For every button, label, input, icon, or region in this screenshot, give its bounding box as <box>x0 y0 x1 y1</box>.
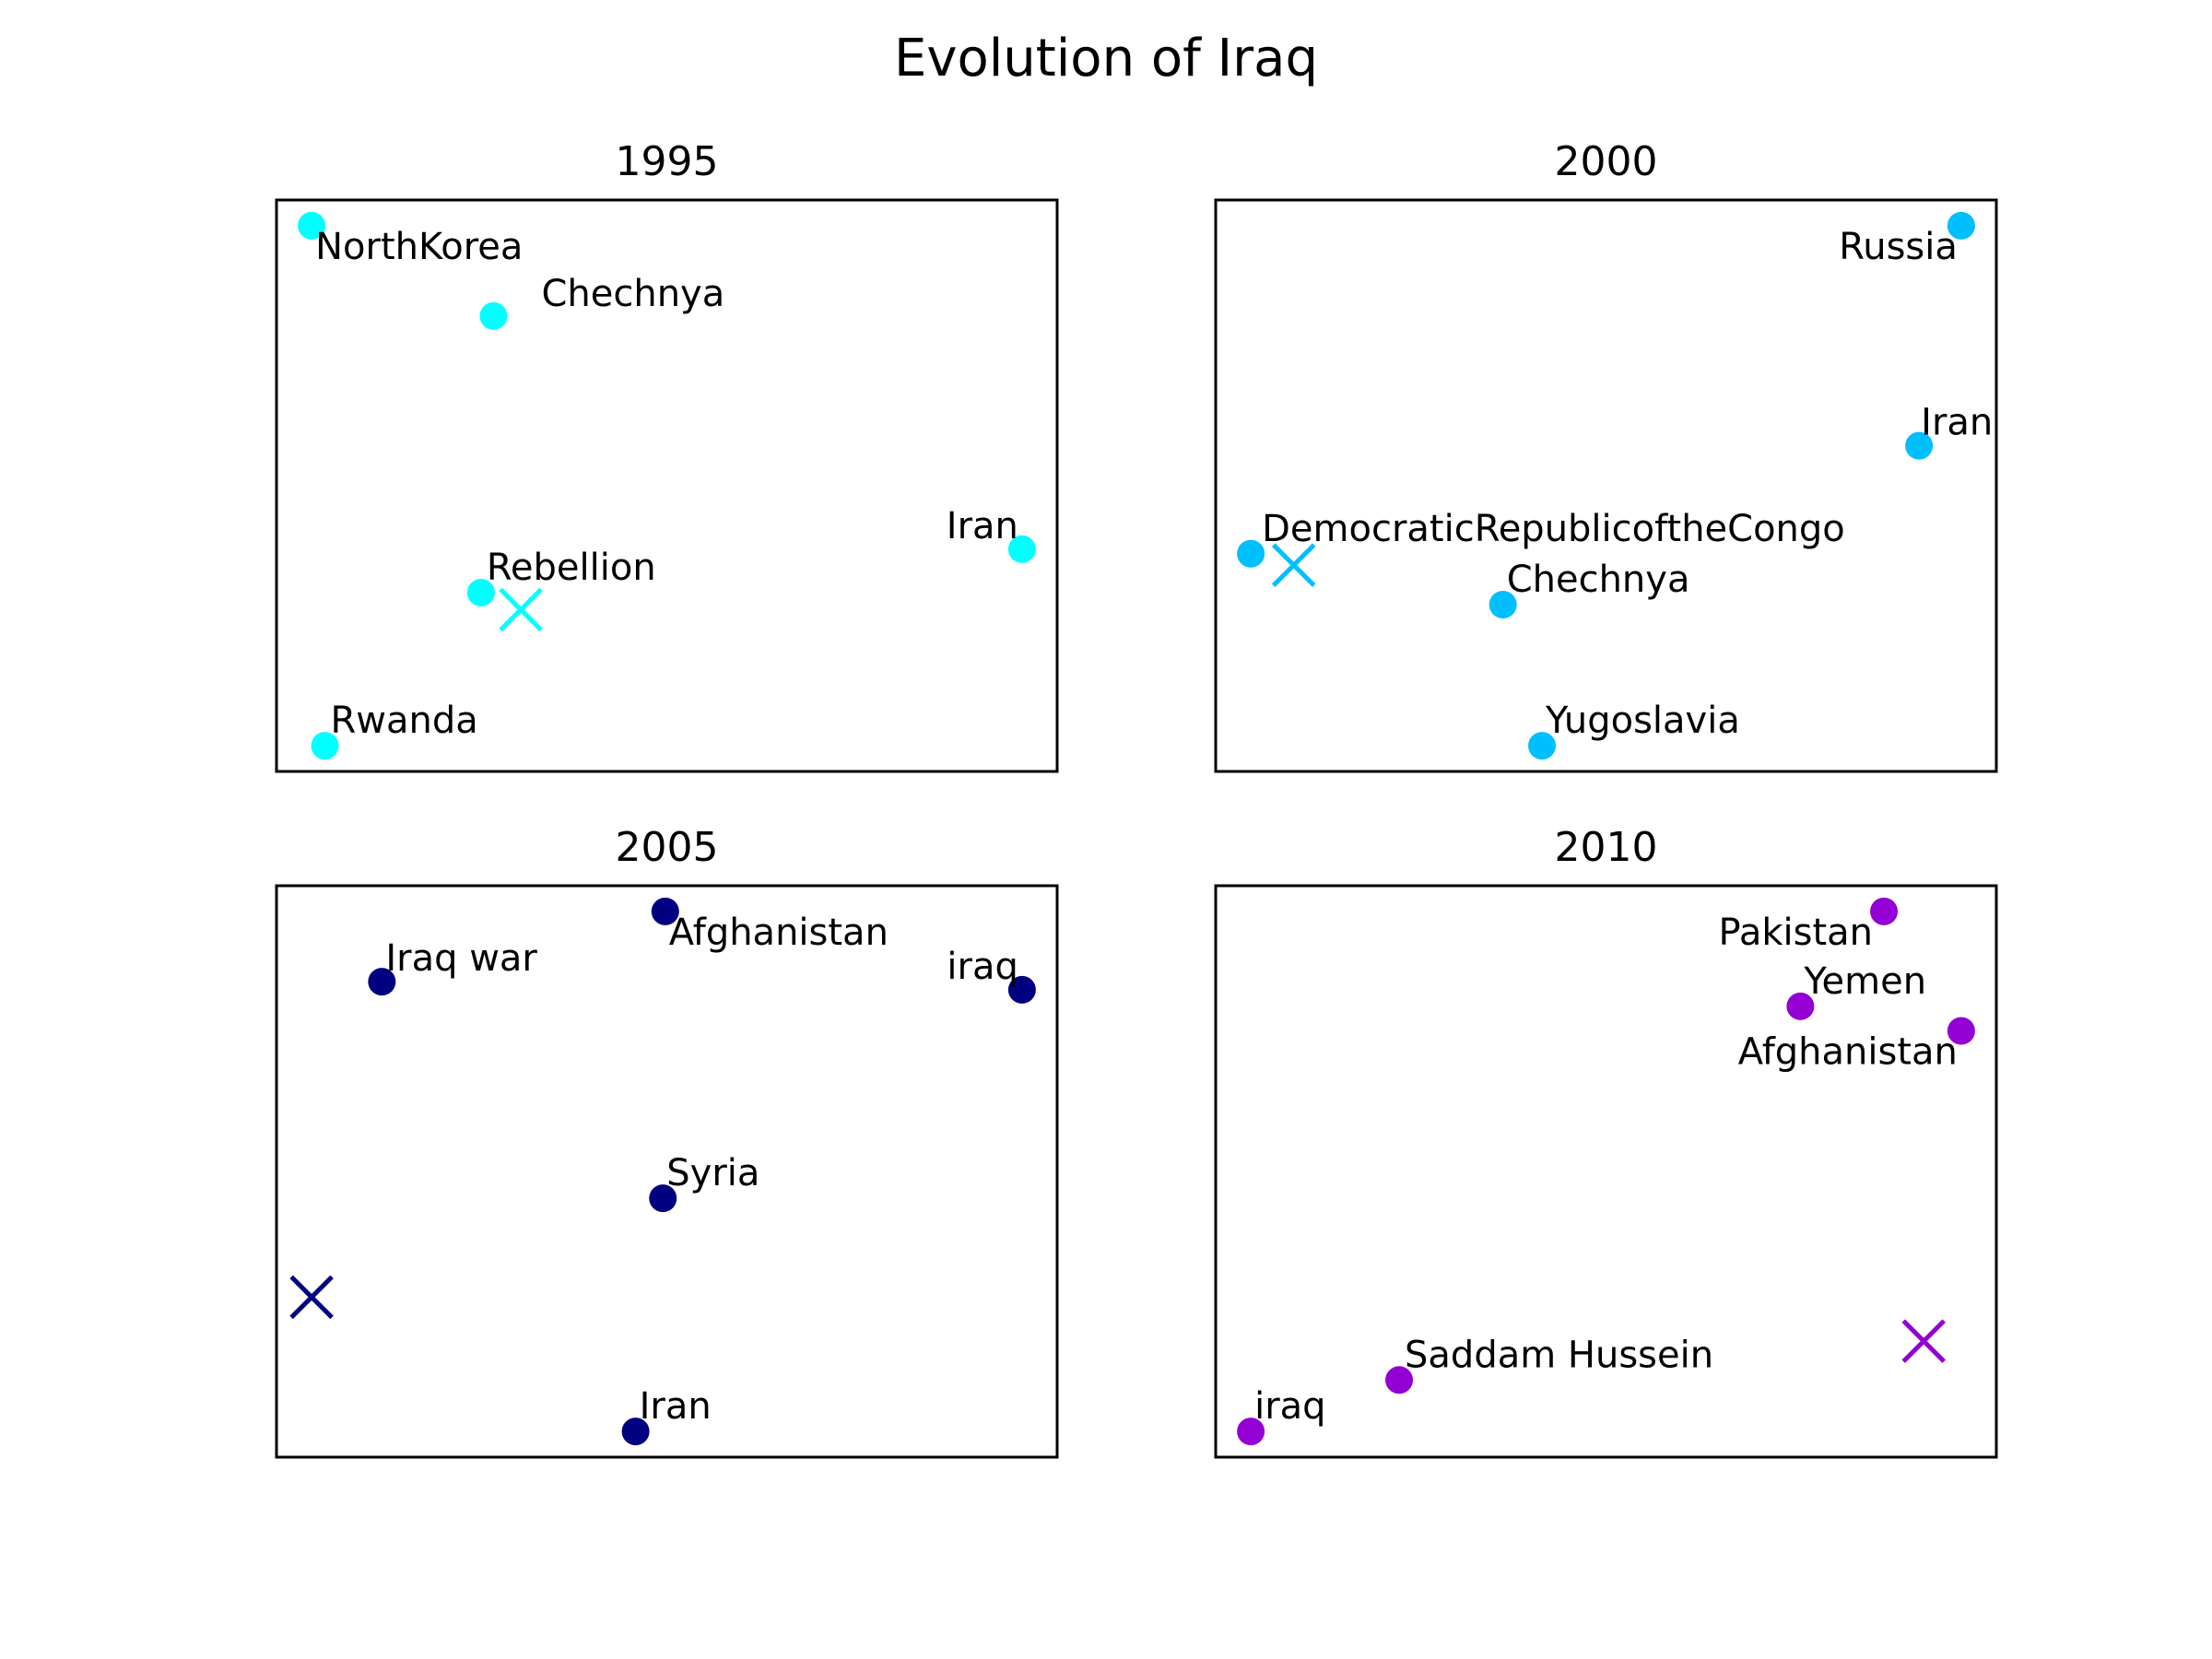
axes-frame <box>1214 884 1998 1459</box>
point-label: iraq <box>1254 1385 1325 1428</box>
data-point <box>298 211 326 240</box>
data-point <box>479 301 508 330</box>
x-marker <box>1901 1319 1946 1363</box>
axes-frame <box>275 884 1059 1459</box>
data-point <box>621 1418 650 1446</box>
data-point <box>368 968 396 996</box>
x-marker <box>1271 543 1316 587</box>
data-point <box>311 732 339 760</box>
panel-title: 2010 <box>1555 824 1658 871</box>
point-label: Chechnya <box>1507 559 1690 601</box>
data-point <box>466 578 495 606</box>
panel-2005: 2005 Afghanistan Iraq war iraq Syria Iran <box>275 824 1059 1459</box>
panel-title: 2000 <box>1555 138 1658 185</box>
point-label: iraq <box>947 946 1018 988</box>
panel-1995: 1995 NorthKorea Chechnya Iran Rebellion Rwand… <box>275 138 1059 773</box>
point-label: Yugoslavia <box>1545 700 1740 742</box>
point-label: Syria <box>666 1152 759 1194</box>
x-marker <box>289 1275 334 1320</box>
panel-title: 1995 <box>616 138 719 185</box>
point-label: Iran <box>947 505 1018 547</box>
data-point <box>1905 431 1934 460</box>
data-point <box>1007 975 1036 1004</box>
x-marker <box>499 587 543 632</box>
data-point <box>1488 590 1517 618</box>
point-label: Yemen <box>1803 960 1926 1003</box>
data-point <box>1870 897 1899 925</box>
data-point <box>1237 539 1265 568</box>
data-point <box>1007 535 1036 563</box>
data-point <box>649 1184 677 1213</box>
panel-2000: 2000 Russia Iran DemocraticRepublicoftheCon… <box>1214 138 1998 773</box>
data-point <box>1528 732 1557 760</box>
point-label: Iran <box>1921 402 1993 444</box>
point-label: Rebellion <box>487 547 656 589</box>
point-label: Iran <box>640 1385 712 1428</box>
point-label: Chechnya <box>541 273 724 315</box>
point-label: Russia <box>1839 226 1958 268</box>
point-label: Saddam Hussein <box>1405 1334 1713 1376</box>
figure-title: Evolution of Iraq <box>894 29 1318 88</box>
data-point <box>1237 1418 1265 1446</box>
panels: 1995 NorthKorea Chechnya Iran Rebellion Rwand… <box>275 138 1998 1459</box>
point-label: Pakistan <box>1719 912 1874 954</box>
panel-title: 2005 <box>616 824 719 871</box>
point-label: Afghanistan <box>1738 1030 1958 1073</box>
point-label: Rwanda <box>331 700 478 742</box>
data-point <box>1947 211 1975 240</box>
axes-frame <box>275 198 1059 773</box>
axes-frame <box>1214 198 1998 773</box>
point-label: Iraq war <box>385 937 537 980</box>
panel-2010: 2010 Pakistan Yemen Afghanistan Saddam Husse… <box>1214 824 1998 1459</box>
point-label: NorthKorea <box>315 226 523 268</box>
data-point <box>1786 992 1815 1020</box>
point-label: Afghanistan <box>669 912 888 954</box>
point-label: DemocraticRepublicoftheCongo <box>1262 508 1845 550</box>
data-point <box>651 897 679 925</box>
data-point <box>1385 1366 1414 1394</box>
data-point <box>1947 1017 1975 1045</box>
